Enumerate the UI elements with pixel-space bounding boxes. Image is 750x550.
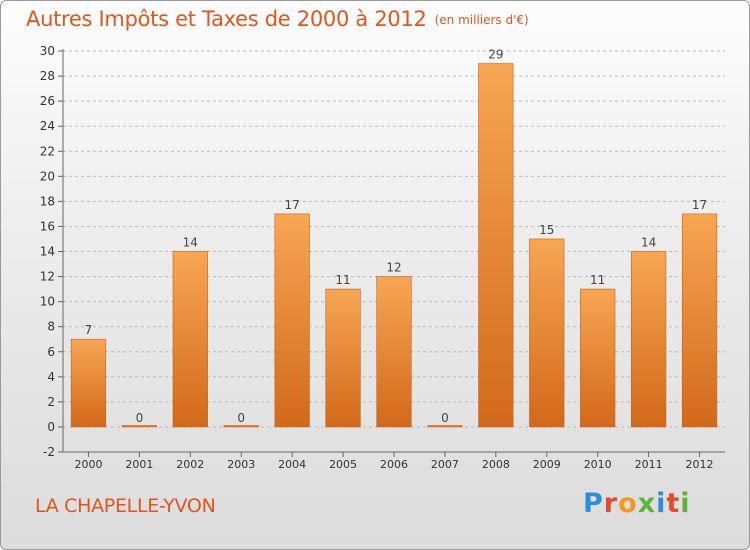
x-tick-label-2001: 2001 [125,458,153,471]
x-tick-label-2003: 2003 [227,458,255,471]
logo-letter: i [680,488,691,519]
value-label-2002: 14 [183,236,198,250]
bar-2005 [325,288,361,428]
bar-2006 [376,276,412,428]
value-label-2001: 0 [136,411,144,425]
y-tick-label: 28 [40,69,55,83]
x-tick-label-2004: 2004 [278,458,306,471]
value-label-2005: 11 [335,273,350,287]
x-tick-label-2002: 2002 [176,458,204,471]
bar-2007 [427,425,463,428]
y-tick-label: 6 [47,345,55,359]
x-tick-label-2000: 2000 [74,458,102,471]
bar-2002 [172,251,208,428]
value-label-2007: 0 [441,411,449,425]
value-label-2004: 17 [285,198,300,212]
logo-letter: P [583,488,604,519]
y-tick-label: 2 [47,395,55,409]
x-tick-label-2010: 2010 [584,458,612,471]
y-tick-label: 8 [47,320,55,334]
logo-letter: x [637,488,657,519]
value-label-2006: 12 [386,261,401,275]
bar-2003 [223,425,259,428]
value-label-2009: 15 [539,223,554,237]
bar-2009 [529,238,565,428]
y-tick-label: -2 [43,445,55,459]
value-label-2011: 14 [641,236,656,250]
x-tick-label-2012: 2012 [686,458,714,471]
logo-letter: t [666,488,681,519]
bar-2000 [70,338,107,428]
y-tick-label: 0 [47,420,55,434]
x-tick-label-2011: 2011 [635,458,663,471]
chart-unit: (en milliers d'€) [434,13,529,27]
bar-2010 [580,288,616,428]
bar-2001 [121,425,157,428]
value-label-2012: 17 [692,198,707,212]
bar-2008 [478,63,514,428]
y-tick-label: 14 [40,245,55,259]
y-tick-label: 22 [40,144,55,158]
logo-letter: i [656,488,667,519]
y-tick-label: 30 [40,44,55,58]
y-tick-label: 18 [40,194,55,208]
y-tick-label: 10 [40,295,55,309]
bar-2011 [631,251,667,428]
y-tick-label: 20 [40,169,55,183]
chart-title: Autres Impôts et Taxes de 2000 à 2012 [26,7,427,31]
value-label-2010: 11 [590,273,605,287]
y-tick-label: 26 [40,94,55,108]
commune-name: LA CHAPELLE-YVON [35,495,216,517]
value-label-2000: 7 [85,323,93,337]
y-tick-label: 16 [40,219,55,233]
y-tick-label: 12 [40,270,55,284]
x-tick-label-2007: 2007 [431,458,459,471]
bar-2012 [681,213,718,428]
x-tick-label-2009: 2009 [533,458,561,471]
bar-2004 [274,213,310,428]
x-tick-label-2006: 2006 [380,458,408,471]
x-tick-label-2008: 2008 [482,458,510,471]
logo-letter: r [603,488,619,519]
title-row: Autres Impôts et Taxes de 2000 à 2012 (en… [26,7,529,31]
value-label-2008: 29 [488,48,503,62]
value-label-2003: 0 [237,411,245,425]
proxiti-logo: Proxiti [583,488,691,519]
y-tick-label: 24 [40,119,55,133]
logo-letter: o [618,488,638,519]
y-tick-label: 4 [47,370,55,384]
x-tick-label-2005: 2005 [329,458,357,471]
